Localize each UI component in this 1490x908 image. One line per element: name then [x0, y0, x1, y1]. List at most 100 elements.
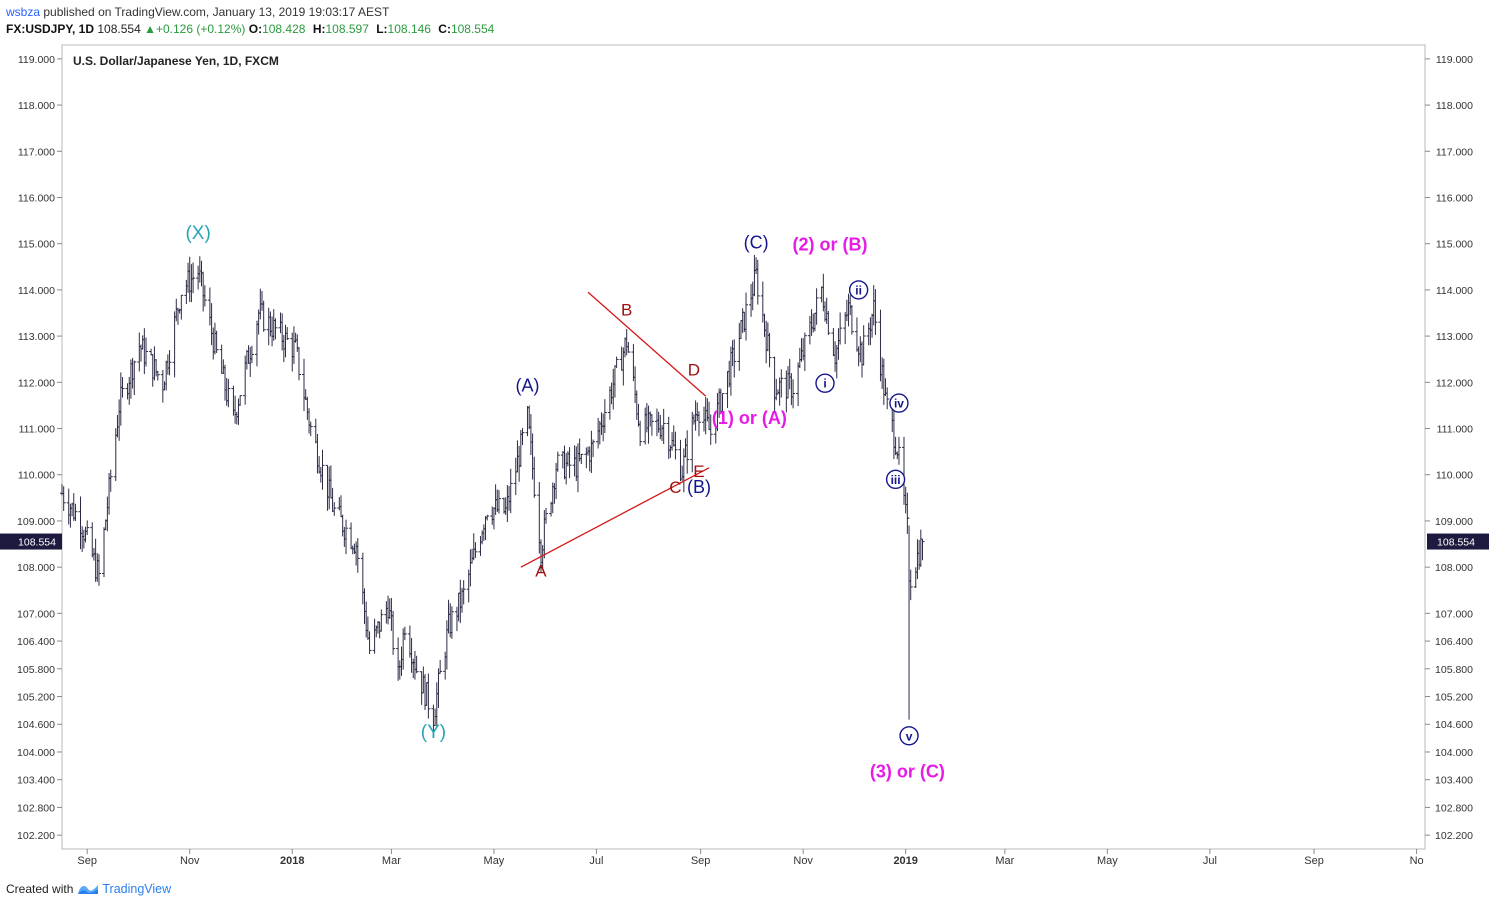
wave-circle[interactable]	[848, 280, 869, 300]
right-price-tick-label: 116.000	[1436, 192, 1473, 204]
wave-label[interactable]: (X)	[185, 223, 210, 244]
left-price-tick-label: 114.000	[18, 285, 55, 297]
time-tick-label: Mar	[382, 855, 401, 867]
last-price: 108.554	[97, 22, 141, 36]
wave-label[interactable]: (A)	[516, 376, 540, 396]
left-price-tick-label: 102.200	[17, 830, 55, 842]
open-value: 108.428	[262, 22, 306, 36]
high-value: 108.597	[325, 22, 369, 36]
bars-layer	[60, 254, 925, 734]
time-tick-label: No	[1410, 855, 1424, 867]
low-value: 108.146	[387, 22, 431, 36]
left-price-tick-label: 107.000	[17, 608, 55, 620]
left-price-tick-label: 102.800	[17, 802, 55, 814]
right-price-tick-label: 115.000	[1436, 239, 1473, 251]
time-tick-label: May	[484, 855, 505, 867]
left-price-tick-label: 117.000	[18, 146, 55, 158]
right-price-tick-label: 105.200	[1435, 692, 1473, 704]
time-tick-label: 2018	[280, 855, 304, 867]
right-price-tick-label: 110.000	[1436, 470, 1473, 482]
left-price-axis: 119.000 118.000 117.000 116.000 115.000 114.0…	[17, 54, 62, 842]
wave-circle[interactable]	[885, 469, 906, 490]
wave-circle[interactable]	[815, 373, 835, 393]
time-tick-label: Jul	[1203, 855, 1217, 867]
right-price-tick-label: 106.400	[1435, 636, 1473, 648]
trendlines-layer	[520, 291, 710, 568]
left-price-tick-label: 105.800	[17, 664, 55, 676]
right-price-tick-label: 118.000	[1436, 100, 1473, 112]
high-label: H:	[312, 22, 326, 36]
wave-label[interactable]: A	[535, 561, 547, 580]
wave-circle-label: i	[823, 377, 826, 391]
time-tick-label: Mar	[995, 855, 1014, 867]
right-price-tick-label: 104.600	[1435, 719, 1473, 731]
price-tags: 108.554 108.554	[0, 533, 1489, 550]
close-value: 108.554	[450, 22, 495, 36]
time-tick-label: Nov	[180, 855, 200, 867]
wave-label[interactable]: C	[669, 478, 681, 497]
price-change: ▲+0.126 (+0.12%)	[144, 22, 246, 36]
right-price-axis: 119.000 118.000 117.000 116.000 115.000 114.0…	[1425, 54, 1473, 842]
right-price-tick-label: 102.800	[1435, 802, 1473, 814]
wave-circle-label: iii	[891, 473, 901, 487]
wave-label[interactable]: D	[688, 360, 700, 379]
wave-circle-label: iv	[894, 397, 904, 411]
tradingview-logo-icon	[78, 885, 99, 894]
open-label: O:	[248, 22, 263, 36]
wave-label[interactable]: E	[693, 462, 704, 481]
wave-label[interactable]: (2) or (B)	[793, 235, 868, 255]
left-price-tick-label: 105.200	[17, 692, 55, 704]
left-price-tick-label: 116.000	[18, 192, 55, 204]
left-price-tick-label: 119.000	[18, 54, 55, 66]
right-price-tick-label: 104.000	[1435, 747, 1473, 759]
right-price-tick-label: 117.000	[1436, 146, 1473, 158]
left-price-tick-label: 115.000	[18, 239, 55, 251]
right-price-tick-label: 102.200	[1435, 830, 1473, 842]
footer: Created with TradingView	[6, 882, 171, 896]
right-price-tick-label: 119.000	[1436, 54, 1473, 66]
time-tick-label: Sep	[691, 855, 711, 867]
wave-circle-label: v	[906, 729, 913, 743]
chart-pane[interactable]	[61, 44, 1426, 850]
right-price-tick-label: 111.000	[1437, 424, 1474, 436]
wave-label[interactable]: (Y)	[421, 722, 446, 743]
triangle-trendline[interactable]	[520, 467, 710, 568]
tradingview-brand[interactable]: TradingView	[77, 882, 171, 896]
right-price-tick-label: 103.400	[1435, 775, 1473, 787]
right-last-price-tag	[1427, 533, 1489, 550]
wave-label[interactable]: (3) or (C)	[870, 761, 945, 781]
wave-circle[interactable]	[889, 393, 909, 413]
left-price-tick-label: 108.000	[17, 562, 55, 574]
left-price-tick-label: 104.600	[17, 719, 55, 731]
time-tick-label: Nov	[793, 855, 813, 867]
wave-label[interactable]: (1) or (A)	[712, 408, 787, 428]
left-price-tick-label: 103.400	[17, 775, 55, 787]
wave-label[interactable]: (C)	[744, 232, 769, 252]
left-price-tick-label: 113.000	[18, 331, 55, 343]
close-label: C:	[438, 22, 451, 36]
symbol-label: FX:USDJPY, 1D	[6, 22, 95, 36]
right-price-tick-label: 112.000	[1436, 377, 1473, 389]
time-axis: Sep Nov 2018 Mar May Jul Sep Nov 2019 Mar May Jul Se…	[77, 849, 1424, 867]
tradingview-brand-label: TradingView	[102, 882, 172, 896]
left-price-tick-label: 110.000	[18, 470, 55, 482]
last-price-tag-label: 108.554	[1437, 537, 1475, 549]
right-price-tick-label: 108.000	[1435, 562, 1473, 574]
left-price-tick-label: 106.400	[17, 636, 55, 648]
published-info: published on TradingView.com, January 13…	[43, 5, 390, 19]
created-with-text: Created with	[6, 882, 74, 896]
triangle-trendline[interactable]	[587, 291, 707, 397]
right-price-tick-label: 107.000	[1435, 608, 1473, 620]
wave-label[interactable]: B	[621, 300, 632, 319]
annotations-layer: (X) (Y) (A) (B) (C) (2) or (B) (1) or (A) (3) o…	[185, 223, 944, 781]
publisher-link[interactable]: wsbza	[6, 5, 41, 19]
right-price-tick-label: 109.000	[1435, 516, 1473, 528]
time-tick-label: 2019	[893, 855, 917, 867]
low-label: L:	[376, 22, 388, 36]
left-price-tick-label: 112.000	[18, 377, 55, 389]
left-price-tick-label: 109.000	[17, 516, 55, 528]
wave-circle[interactable]	[899, 726, 919, 746]
chart-title: U.S. Dollar/Japanese Yen, 1D, FXCM	[73, 54, 279, 68]
wave-label[interactable]: (B)	[687, 477, 711, 497]
